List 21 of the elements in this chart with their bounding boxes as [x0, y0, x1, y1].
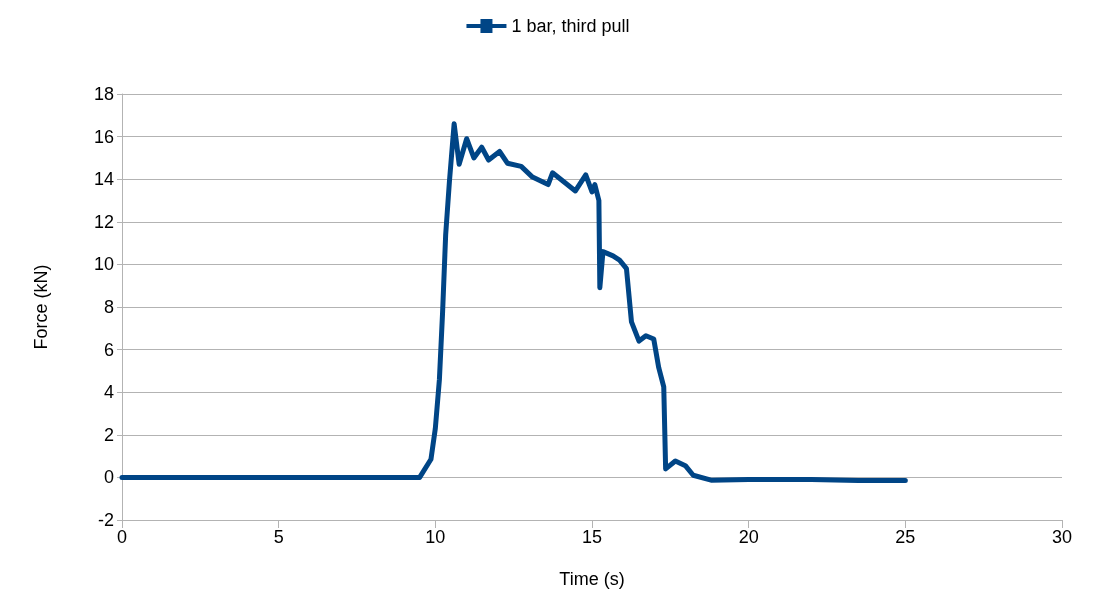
y-tick-label: 4 — [103, 382, 114, 403]
x-tick-label: 20 — [738, 527, 759, 547]
y-tick-label: -2 — [97, 510, 114, 530]
x-tick-label: 10 — [425, 527, 446, 547]
y-tick-label: 14 — [93, 169, 114, 190]
y-tick-label: 12 — [93, 211, 114, 232]
legend-label: 1 bar, third pull — [511, 16, 630, 36]
x-tick-label: 15 — [581, 527, 603, 547]
x-tick-label: 5 — [273, 527, 284, 547]
y-tick-label: 6 — [103, 339, 114, 360]
y-tick-label: 8 — [103, 297, 114, 317]
x-tick-label: 25 — [895, 527, 916, 547]
y-axis-title: Force (kN) — [31, 264, 51, 350]
y-tick-label: 2 — [103, 424, 114, 445]
y-tick-label: 0 — [103, 467, 114, 488]
x-axis-title: Time (s) — [559, 569, 625, 589]
y-tick-label: 18 — [93, 84, 114, 104]
y-tick-label: 16 — [93, 126, 114, 147]
x-tick-label: 0 — [116, 527, 128, 547]
x-tick-label: 30 — [1051, 527, 1073, 547]
y-tick-label: 10 — [93, 254, 114, 275]
